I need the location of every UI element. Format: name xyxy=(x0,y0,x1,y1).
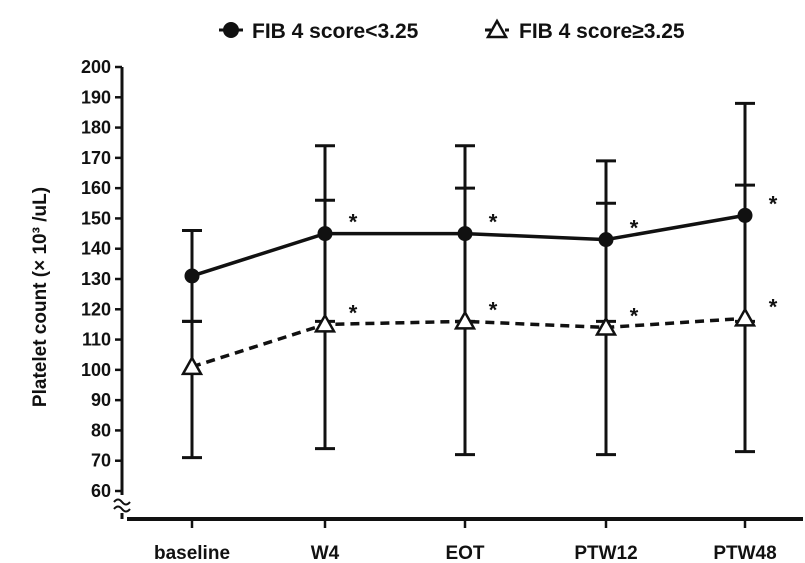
data-point-triangle xyxy=(180,355,204,376)
axes: 60 70 80 90 100 110 120 130 140 150 160 170 180 190 20… xyxy=(81,57,803,563)
significance-asterisk: * xyxy=(349,300,358,325)
data-point-triangle xyxy=(594,315,618,336)
legend-label-fib4-high: FIB 4 score≥3.25 xyxy=(519,20,685,43)
significance-asterisk: * xyxy=(769,294,778,319)
x-tick-label: EOT xyxy=(445,543,484,563)
data-point-circle xyxy=(317,226,333,242)
x-tick-label: PTW12 xyxy=(574,543,637,563)
y-tick-label: 200 xyxy=(81,57,111,77)
series-line xyxy=(191,213,746,278)
legend-label-fib4-low: FIB 4 score<3.25 xyxy=(252,20,419,43)
y-tick-label: 170 xyxy=(81,148,111,168)
data-point-circle xyxy=(598,232,614,248)
significance-asterisk: * xyxy=(630,216,639,241)
significance-asterisk: * xyxy=(489,210,498,235)
significance-asterisk: * xyxy=(769,191,778,216)
y-tick-label: 70 xyxy=(91,451,111,471)
data-point-circle xyxy=(457,226,473,242)
data-point-circle xyxy=(737,207,753,223)
data-point-circle xyxy=(184,268,200,284)
significance-asterisk: * xyxy=(349,210,358,235)
x-tick-label: PTW48 xyxy=(713,543,776,563)
significance-asterisk: * xyxy=(630,303,639,328)
legend: FIB 4 score<3.25 FIB 4 score≥3.25 xyxy=(219,18,685,43)
y-tick-label: 80 xyxy=(91,420,111,440)
legend-triangle-marker xyxy=(485,18,509,39)
y-tick-label: 110 xyxy=(82,330,111,350)
axis-break-mark xyxy=(113,498,131,513)
x-tick-label: baseline xyxy=(154,543,230,563)
data-point-triangle xyxy=(453,309,477,330)
y-tick-label: 160 xyxy=(81,178,111,198)
y-tick-label: 100 xyxy=(81,360,111,380)
y-tick-label: 60 xyxy=(91,481,111,501)
y-tick-label: 130 xyxy=(81,269,111,289)
series-layer: * * * * * * * * xyxy=(180,101,778,460)
y-tick-label: 150 xyxy=(81,208,111,228)
y-tick-label: 140 xyxy=(81,239,111,259)
data-point-triangle xyxy=(313,312,337,333)
significance-asterisk: * xyxy=(489,297,498,322)
y-axis-label: Platelet count (× 10³ /uL) xyxy=(30,187,51,407)
y-tick-label: 120 xyxy=(81,299,111,319)
x-tick-label: W4 xyxy=(311,543,340,563)
y-tick-label: 180 xyxy=(81,118,111,138)
y-tick-label: 190 xyxy=(81,87,111,107)
data-point-triangle xyxy=(733,306,757,327)
series-line xyxy=(191,316,746,369)
y-tick-label: 90 xyxy=(91,390,111,410)
